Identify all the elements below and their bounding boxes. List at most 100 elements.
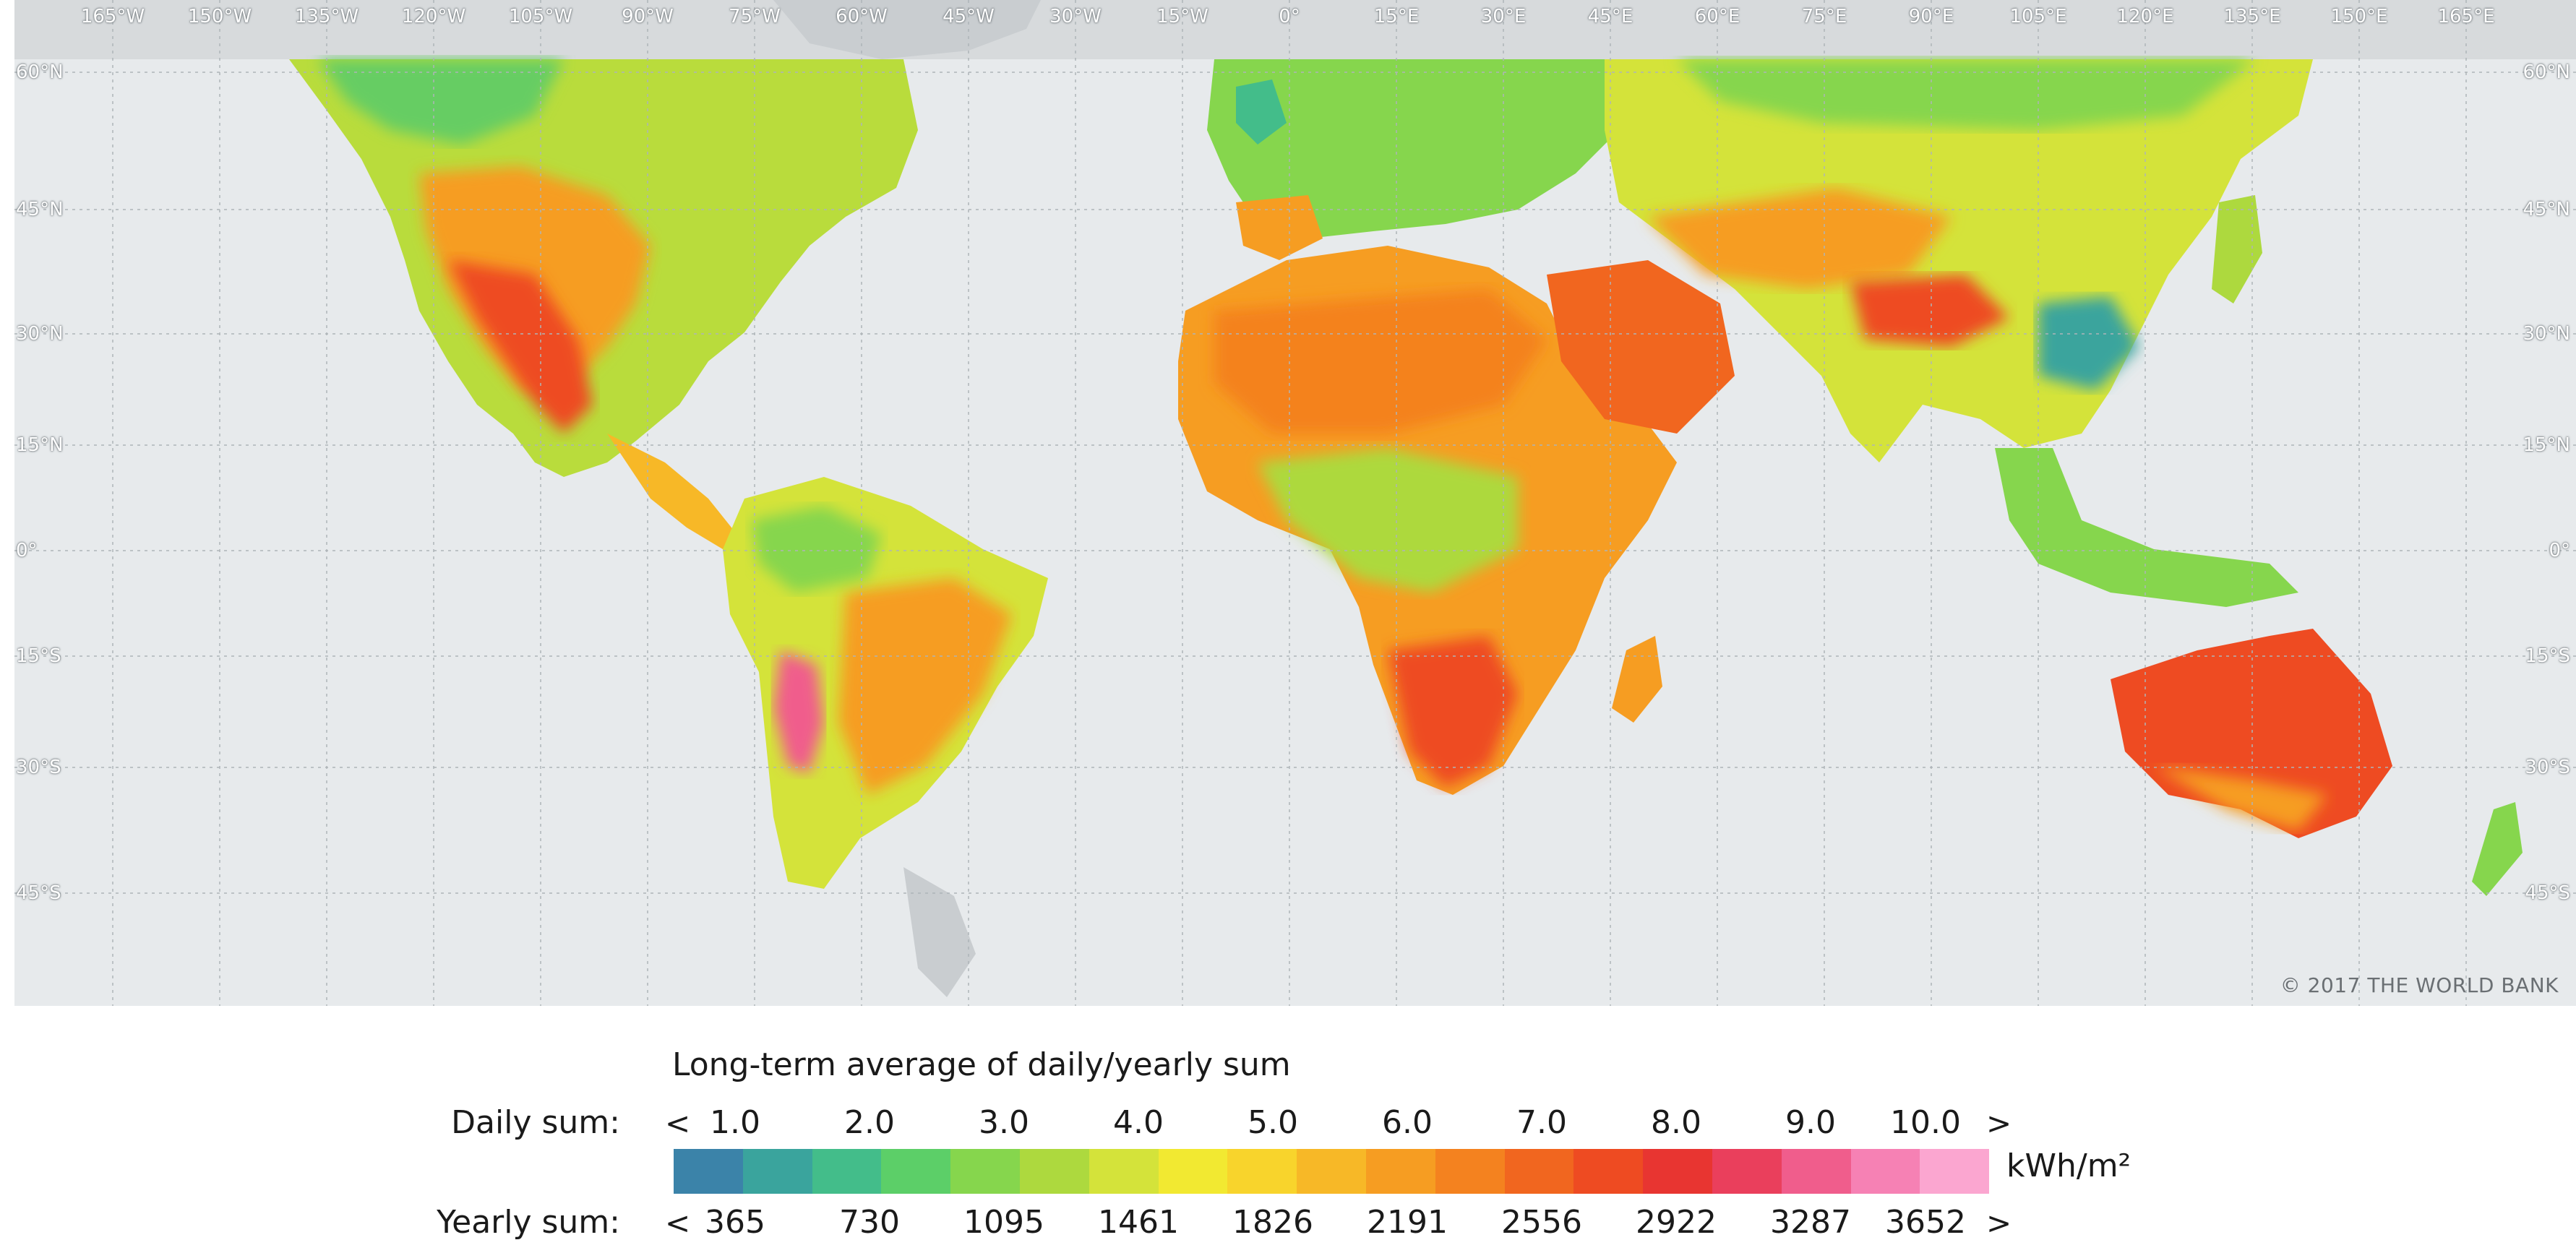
new-zealand bbox=[2472, 802, 2523, 896]
yearly-tick: 1095 bbox=[963, 1204, 1044, 1241]
longitude-label: 150°E bbox=[2330, 6, 2388, 27]
latitude-label: 15°N bbox=[2523, 434, 2570, 456]
color-swatch bbox=[674, 1149, 743, 1194]
graticule bbox=[14, 0, 2576, 1006]
color-swatch bbox=[742, 1149, 812, 1194]
yearly-tick: 730 bbox=[839, 1204, 900, 1241]
color-swatch bbox=[1019, 1149, 1089, 1194]
color-swatch bbox=[881, 1149, 951, 1194]
yearly-tick: 2556 bbox=[1501, 1204, 1582, 1241]
latitude-label: 0° bbox=[2549, 540, 2570, 561]
longitude-label: 105°W bbox=[508, 6, 573, 27]
china-cool bbox=[2038, 296, 2139, 390]
daily-tick: 5.0 bbox=[1248, 1104, 1298, 1141]
yearly-tick: 1826 bbox=[1232, 1204, 1313, 1241]
color-swatch bbox=[950, 1149, 1020, 1194]
iberia bbox=[1236, 195, 1323, 260]
yearly-sum-label: Yearly sum: bbox=[437, 1204, 620, 1241]
longitude-label: 165°E bbox=[2437, 6, 2495, 27]
south-america-warm bbox=[838, 578, 1012, 795]
central-asia-warm bbox=[1648, 188, 1952, 289]
color-swatch bbox=[1781, 1149, 1851, 1194]
longitude-label: 30°W bbox=[1049, 6, 1102, 27]
color-swatch bbox=[1089, 1149, 1159, 1194]
central-africa-cool bbox=[1258, 448, 1518, 593]
color-swatch bbox=[1504, 1149, 1574, 1194]
latitude-label: 30°N bbox=[2523, 323, 2570, 345]
yearly-tick: 3287 bbox=[1770, 1204, 1851, 1241]
longitude-label: 45°W bbox=[943, 6, 995, 27]
latitude-label: 0° bbox=[16, 540, 38, 561]
latitude-label: 45°S bbox=[16, 882, 61, 904]
daily-tick: 6.0 bbox=[1382, 1104, 1433, 1141]
color-swatch bbox=[1365, 1149, 1435, 1194]
daily-sum-label: Daily sum: bbox=[451, 1104, 620, 1141]
color-swatch bbox=[1158, 1149, 1228, 1194]
latitude-label: 15°N bbox=[16, 434, 64, 456]
southern-africa-hot bbox=[1388, 636, 1518, 788]
longitude-label: 90°W bbox=[622, 6, 674, 27]
longitude-label: 90°E bbox=[1908, 6, 1954, 27]
latitude-label: 15°S bbox=[16, 645, 61, 667]
daily-tick: 7.0 bbox=[1516, 1104, 1567, 1141]
longitude-label: 15°E bbox=[1373, 6, 1420, 27]
longitude-label: 60°E bbox=[1694, 6, 1740, 27]
yearly-greater-than: > bbox=[1986, 1205, 2012, 1241]
longitude-label: 45°E bbox=[1587, 6, 1633, 27]
sahara-hot bbox=[1214, 289, 1547, 434]
polar-no-data-strip bbox=[14, 0, 2576, 59]
southeast-asia bbox=[1995, 448, 2298, 607]
longitude-label: 30°E bbox=[1480, 6, 1527, 27]
daily-less-than: < bbox=[665, 1106, 691, 1141]
longitude-label: 75°E bbox=[1801, 6, 1847, 27]
australia bbox=[2111, 629, 2392, 838]
longitude-label: 0° bbox=[1279, 6, 1300, 27]
longitude-label: 135°W bbox=[294, 6, 359, 27]
color-swatch bbox=[1435, 1149, 1505, 1194]
legend-title: Long-term average of daily/yearly sum bbox=[672, 1046, 1291, 1083]
daily-tick: 10.0 bbox=[1890, 1104, 1961, 1141]
color-swatch bbox=[812, 1149, 882, 1194]
yearly-less-than: < bbox=[665, 1205, 691, 1241]
daily-tick: 8.0 bbox=[1651, 1104, 1701, 1141]
longitude-label: 150°W bbox=[187, 6, 252, 27]
longitude-label: 120°E bbox=[2116, 6, 2174, 27]
yearly-tick: 3652 bbox=[1885, 1204, 1966, 1241]
japan bbox=[2212, 195, 2262, 303]
siberia-cool bbox=[1677, 59, 2255, 130]
longitude-label: 75°W bbox=[729, 6, 781, 27]
yearly-tick: 2922 bbox=[1636, 1204, 1717, 1241]
latitude-label: 30°S bbox=[2525, 757, 2570, 778]
color-swatch bbox=[1297, 1149, 1366, 1194]
longitude-label: 15°W bbox=[1156, 6, 1208, 27]
madagascar bbox=[1612, 636, 1662, 723]
latitude-label: 45°N bbox=[2523, 199, 2570, 220]
amazon-cool bbox=[752, 506, 882, 593]
longitude-label: 120°W bbox=[401, 6, 466, 27]
yearly-tick: 1461 bbox=[1098, 1204, 1179, 1241]
asia bbox=[1605, 59, 2313, 462]
color-swatch bbox=[1850, 1149, 1920, 1194]
color-swatch bbox=[1920, 1149, 1990, 1194]
longitude-label: 60°W bbox=[836, 6, 888, 27]
latitude-label: 15°S bbox=[2525, 645, 2570, 667]
latitude-label: 45°S bbox=[2525, 882, 2570, 904]
greenland bbox=[773, 0, 1041, 59]
daily-tick: 3.0 bbox=[979, 1104, 1029, 1141]
daily-tick: 4.0 bbox=[1113, 1104, 1164, 1141]
latitude-label: 30°N bbox=[16, 323, 64, 345]
map-graphic bbox=[14, 0, 2576, 1006]
yearly-tick: 2191 bbox=[1367, 1204, 1448, 1241]
color-swatch bbox=[1712, 1149, 1782, 1194]
central-america bbox=[607, 434, 737, 549]
legend: Long-term average of daily/yearly sum Da… bbox=[0, 1006, 2576, 1253]
australia-south bbox=[2154, 766, 2327, 831]
daily-tick: 1.0 bbox=[710, 1104, 760, 1141]
arabia bbox=[1547, 260, 1735, 434]
daily-tick: 9.0 bbox=[1785, 1104, 1836, 1141]
mexico-hot bbox=[448, 260, 593, 434]
daily-greater-than: > bbox=[1986, 1106, 2012, 1141]
color-scale-bar bbox=[674, 1149, 1990, 1194]
british-isles bbox=[1236, 79, 1287, 145]
latitude-label: 60°N bbox=[2523, 61, 2570, 83]
